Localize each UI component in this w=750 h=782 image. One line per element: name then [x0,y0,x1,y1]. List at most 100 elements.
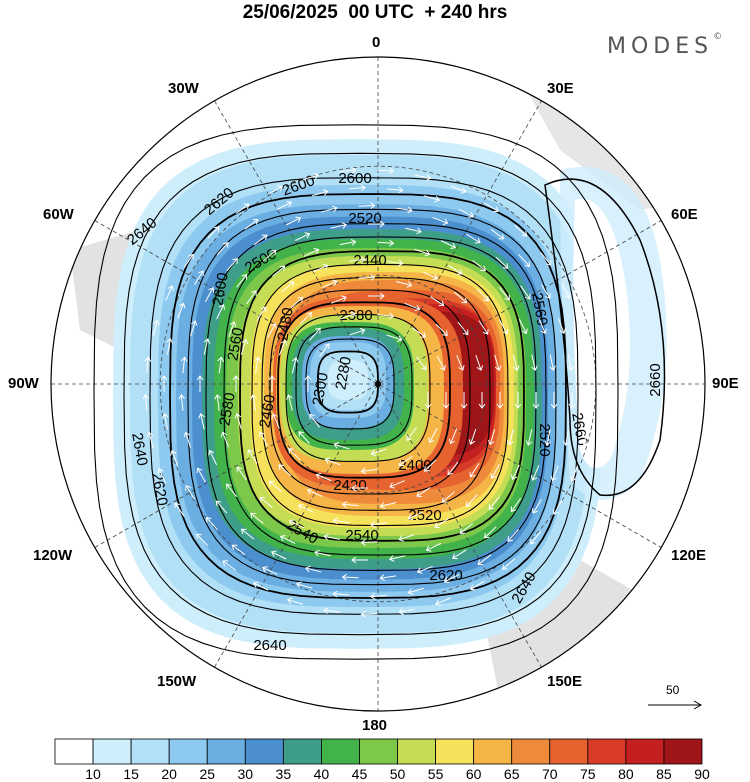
wind-vector [470,428,477,445]
wind-vector [540,252,552,266]
wind-vector [472,260,486,272]
wind-vector [450,185,466,193]
wind-vector [148,432,154,449]
wind-vector [586,403,594,409]
wind-vector [229,321,237,327]
wind-vector [447,461,459,475]
wind-vector [468,211,475,218]
wind-vector [406,435,413,441]
wind-vector [236,466,243,473]
wind-vector [250,512,256,519]
wind-vector [226,483,232,490]
wind-vector [477,554,492,565]
contour-label: 2520 [408,507,441,524]
wind-vector [426,542,442,551]
wind-vector [331,296,347,304]
height-contour [187,208,557,586]
wind-vector [530,538,536,545]
wind-vector [270,250,277,256]
wind-vector [314,551,331,557]
wind-vector [389,480,405,488]
wind-vector [244,219,259,230]
wind-vector [339,169,356,173]
wind-vector [304,232,311,239]
wind-vector [513,365,520,372]
contour-label: 2460 [256,393,279,429]
wind-vector [295,216,302,223]
wind-vector [477,559,484,565]
wind-vector [389,555,406,560]
wind-vector [531,365,538,372]
wind-vector [286,597,293,604]
wind-vector [450,242,457,249]
wind-vector [228,321,235,337]
wind-vector [398,534,415,541]
lon-label-30e: 30E [547,80,574,97]
contour-label: 2660 [647,363,664,396]
wind-vector [178,394,186,400]
wind-vector [236,274,248,288]
wind-vector [565,429,570,446]
wind-vector [216,304,225,320]
wind-vector [254,356,261,363]
wind-vector [504,294,510,301]
wind-vector [389,167,395,175]
height-contour [295,326,413,446]
wind-vector [370,522,387,526]
wind-vector [240,528,247,535]
wind-vector [482,329,489,335]
wind-vector [520,285,531,300]
wind-vector [416,356,427,370]
wind-vector [549,365,556,372]
wind-vector [262,567,278,576]
colorbar-swatch [625,738,665,765]
wind-vector [514,403,522,409]
wind-vector [157,468,164,474]
lon-label-150w: 150W [157,673,197,690]
wind-vector [334,443,350,450]
colorbar-tick-label: 35 [275,766,292,782]
height-contour [305,338,395,430]
wind-vector [459,528,466,534]
lon-label-90w: 90W [8,375,39,392]
wind-vector [253,581,259,588]
wind-vector [298,504,314,513]
wind-vector [305,565,311,573]
height-contour [223,236,537,556]
wind-vector [277,185,284,192]
wind-vector [389,482,395,489]
wind-vector [312,190,328,197]
wind-vector [296,581,302,589]
wind-vector [297,503,304,511]
wind-vector [380,502,397,507]
wind-vector [379,502,386,509]
wind-vector [259,496,273,508]
wind-vector [322,263,329,270]
wind-vector [398,608,404,615]
wind-vector [174,502,180,509]
wind-vector [232,375,240,381]
wind-vector [241,528,255,540]
wind-vector [278,340,286,356]
wind-vector [360,539,366,546]
wind-vector [209,450,218,466]
wind-vector [252,219,259,225]
wind-vector [333,442,340,449]
lon-label-150e: 150E [547,673,583,690]
wind-vector [279,265,286,272]
wind-vector [541,284,551,299]
wind-vector [568,354,572,371]
wind-vector [404,302,420,310]
wind-vector [299,312,312,325]
wind-vector [216,500,228,514]
wind-vector [545,259,552,266]
lon-label-30w: 30W [168,80,199,97]
meridian-line [214,100,542,668]
height-contour [251,263,509,527]
wind-vector [458,208,474,217]
colorbar-tick-label: 75 [580,766,596,782]
wind-vector [388,239,395,247]
wind-vector [507,536,513,542]
wind-vector [421,364,427,371]
wind-vector [341,295,347,302]
